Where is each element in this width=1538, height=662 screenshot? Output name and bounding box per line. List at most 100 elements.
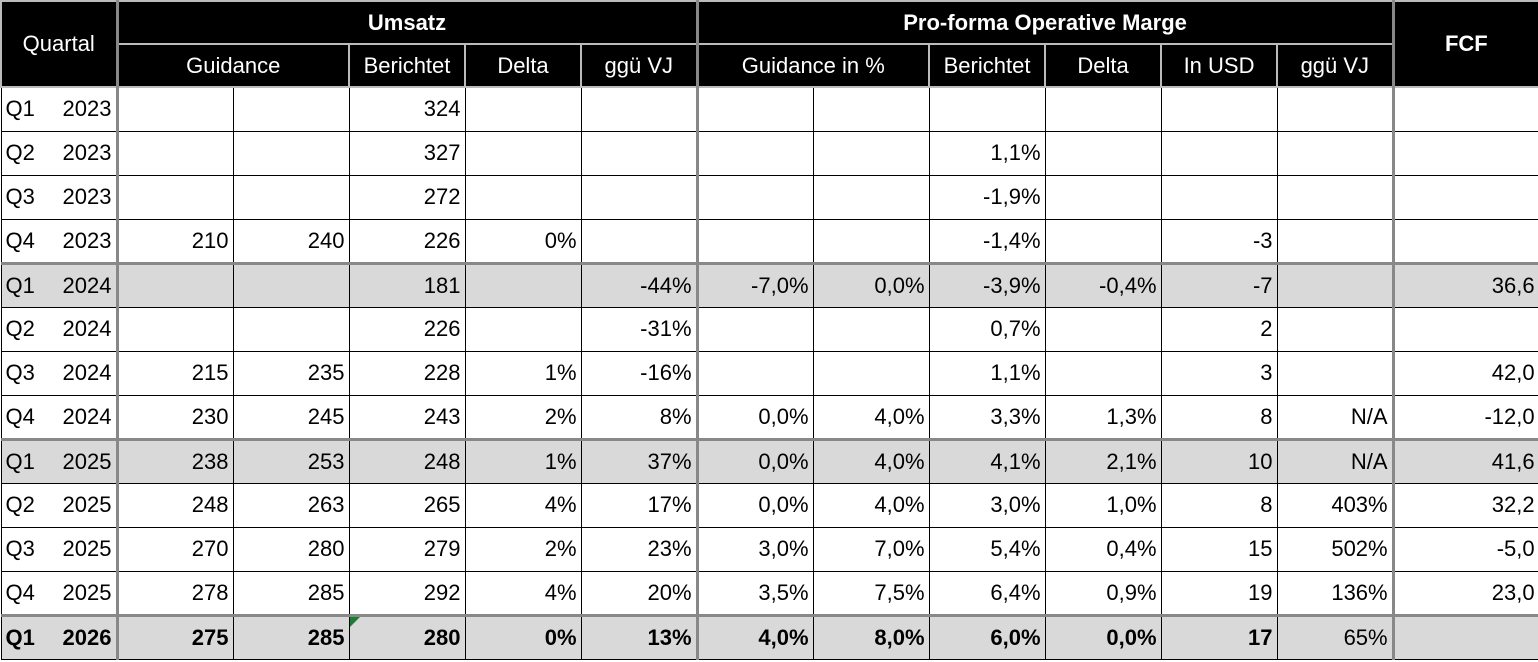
- value-cell: 1,1%: [928, 350, 1046, 396]
- value-cell: 243: [348, 394, 466, 440]
- empty-cell: [1391, 218, 1538, 264]
- value-cell: 0%: [464, 613, 582, 660]
- empty-cell: [115, 261, 234, 308]
- value-cell: 1,1%: [928, 130, 1046, 176]
- value-cell: 23,0: [1391, 570, 1538, 616]
- value-cell: 228: [348, 350, 466, 396]
- empty-cell: [1276, 261, 1394, 308]
- empty-cell: [695, 86, 814, 132]
- empty-cell: [580, 174, 698, 220]
- empty-cell: [695, 218, 814, 264]
- value-cell: 13%: [580, 613, 698, 660]
- empty-cell: [1044, 350, 1162, 396]
- empty-cell: [232, 306, 350, 352]
- value-cell: -1,9%: [928, 174, 1046, 220]
- period-cell: Q1: [0, 261, 41, 308]
- empty-cell: [1276, 130, 1394, 176]
- header-cell: ggü VJ: [579, 43, 699, 88]
- value-cell: 275: [115, 613, 234, 660]
- empty-cell: [1391, 86, 1538, 132]
- empty-cell: [580, 218, 698, 264]
- value-cell: 210: [115, 218, 234, 264]
- period-cell: Q1: [0, 437, 41, 484]
- empty-cell: [1044, 174, 1162, 220]
- empty-cell: [695, 174, 814, 220]
- empty-cell: [1044, 130, 1162, 176]
- period-cell: Q2: [0, 482, 41, 528]
- value-cell: 0,4%: [1044, 526, 1162, 572]
- value-cell: 2: [1160, 306, 1278, 352]
- value-cell: 0%: [464, 218, 582, 264]
- empty-cell: [1160, 86, 1278, 132]
- empty-cell: [812, 86, 930, 132]
- header-cell: Berichtet: [348, 43, 466, 88]
- value-cell: 2%: [464, 526, 582, 572]
- period-cell: Q1: [0, 613, 41, 660]
- header-cell: ggü VJ: [1276, 43, 1395, 88]
- value-cell: 3,0%: [928, 482, 1046, 528]
- value-cell: 4,1%: [928, 437, 1046, 484]
- value-cell: 278: [115, 570, 234, 616]
- empty-cell: [232, 174, 350, 220]
- value-cell: N/A: [1276, 394, 1394, 440]
- empty-cell: [1044, 86, 1162, 132]
- period-cell: 2023: [41, 86, 118, 132]
- value-cell: 7,5%: [812, 570, 930, 616]
- empty-cell: [1276, 218, 1394, 264]
- value-cell: 36,6: [1391, 261, 1538, 308]
- period-cell: Q4: [0, 218, 41, 264]
- period-cell: 2024: [41, 394, 118, 440]
- empty-cell: [812, 350, 930, 396]
- period-cell: 2023: [41, 174, 118, 220]
- value-cell: 23%: [580, 526, 698, 572]
- table-row: Q4 2025 278 285 292 4% 20% 3,5% 7,5% 6,4% 0,9% 19 13…: [0, 570, 1538, 616]
- value-cell: -1,4%: [928, 218, 1046, 264]
- table-row: Q3 2024 215 235 228 1% -16% 1,1% 3 42,0: [0, 350, 1538, 396]
- empty-cell: [115, 86, 234, 132]
- value-cell: 3: [1160, 350, 1278, 396]
- empty-cell: [580, 130, 698, 176]
- header-cell: Quartal: [0, 0, 118, 88]
- value-cell: -7,0%: [695, 261, 814, 308]
- period-cell: Q2: [0, 306, 41, 352]
- table-row: Q1 2025 238 253 248 1% 37% 0,0% 4,0% 4,1% 2,1% 10 N/…: [0, 437, 1538, 484]
- table-row: Q4 2023 210 240 226 0% -1,4% -3: [0, 218, 1538, 264]
- period-cell: 2023: [41, 130, 118, 176]
- empty-cell: [1160, 130, 1278, 176]
- period-cell: 2023: [41, 218, 118, 264]
- value-cell: 181: [348, 261, 466, 308]
- value-cell: 1,3%: [1044, 394, 1162, 440]
- value-cell: 265: [348, 482, 466, 528]
- period-cell: 2024: [41, 306, 118, 352]
- value-cell: 4%: [464, 570, 582, 616]
- value-cell: 263: [232, 482, 350, 528]
- value-cell: 4,0%: [812, 437, 930, 484]
- value-cell: N/A: [1276, 437, 1394, 484]
- period-cell: Q4: [0, 570, 41, 616]
- empty-cell: [464, 306, 582, 352]
- empty-cell: [232, 86, 350, 132]
- empty-cell: [115, 130, 234, 176]
- value-cell: 279: [348, 526, 466, 572]
- table-row: Q4 2024 230 245 243 2% 8% 0,0% 4,0% 3,3% 1,3% 8 N/A -…: [0, 394, 1538, 440]
- empty-cell: [1044, 218, 1162, 264]
- header-group: Umsatz: [115, 0, 699, 45]
- value-cell: 285: [232, 570, 350, 616]
- value-cell: 136%: [1276, 570, 1394, 616]
- value-cell: 20%: [580, 570, 698, 616]
- table-row: Q1 2026 275 285 280 0% 13% 4,0% 8,0% 6,0% 0,0% 17 65…: [0, 613, 1538, 660]
- value-cell: 0,0%: [695, 394, 814, 440]
- value-cell: 327: [348, 130, 466, 176]
- value-cell: 235: [232, 350, 350, 396]
- header-group: Pro-forma Operative Marge: [695, 0, 1395, 45]
- value-cell: 502%: [1276, 526, 1394, 572]
- value-cell: 7,0%: [812, 526, 930, 572]
- header-cell: In USD: [1160, 43, 1279, 88]
- value-cell: 245: [232, 394, 350, 440]
- value-cell: 240: [232, 218, 350, 264]
- table-row: Q3 2025 270 280 279 2% 23% 3,0% 7,0% 5,4% 0,4% 15 50…: [0, 526, 1538, 572]
- empty-cell: [1391, 174, 1538, 220]
- empty-cell: [695, 306, 814, 352]
- period-cell: 2024: [41, 261, 118, 308]
- value-cell: 215: [115, 350, 234, 396]
